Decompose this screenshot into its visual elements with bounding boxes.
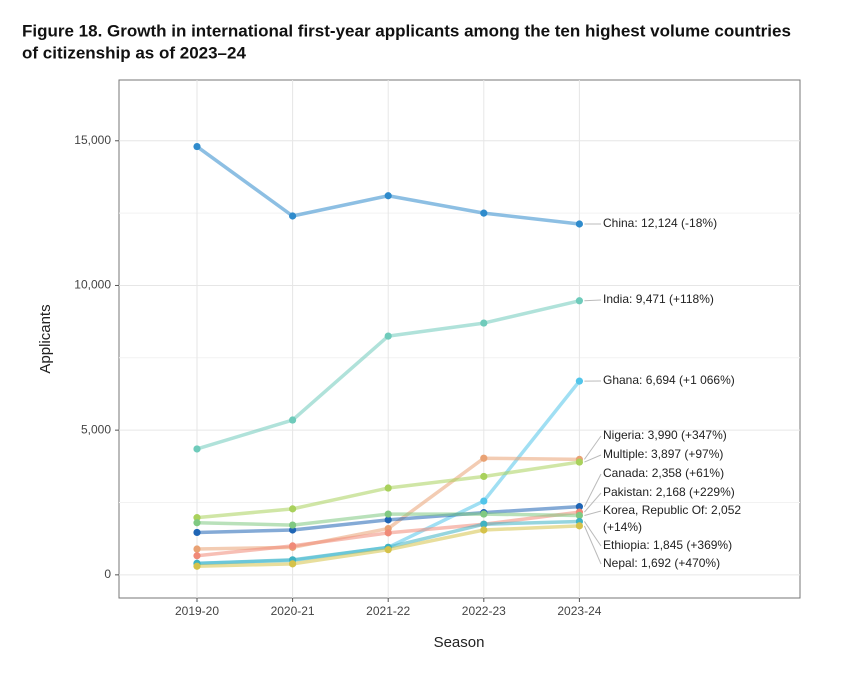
data-point xyxy=(289,521,296,528)
data-point xyxy=(480,455,487,462)
data-point xyxy=(289,542,296,549)
data-point xyxy=(480,319,487,326)
x-tick-label: 2023-24 xyxy=(557,604,601,618)
data-point xyxy=(289,560,296,567)
data-point xyxy=(576,220,583,227)
y-tick-label: 5,000 xyxy=(81,422,111,436)
x-tick-label: 2022-23 xyxy=(462,604,506,618)
data-point xyxy=(193,445,200,452)
series-label: Korea, Republic Of: 2,052 xyxy=(603,503,741,517)
series-label: Multiple: 3,897 (+97%) xyxy=(603,447,723,461)
data-point xyxy=(385,333,392,340)
series-label: Canada: 2,358 (+61%) xyxy=(603,466,724,480)
y-tick-label: 10,000 xyxy=(74,278,111,292)
x-tick-label: 2019-20 xyxy=(175,604,219,618)
series-label: Ethiopia: 1,845 (+369%) xyxy=(603,538,732,552)
data-point xyxy=(289,212,296,219)
data-point xyxy=(576,297,583,304)
data-point xyxy=(193,143,200,150)
data-point xyxy=(480,210,487,217)
x-axis-title: Season xyxy=(434,634,485,651)
x-tick-label: 2020-21 xyxy=(271,604,315,618)
data-point xyxy=(576,378,583,385)
data-point xyxy=(193,563,200,570)
series-label: Nigeria: 3,990 (+347%) xyxy=(603,428,727,442)
y-tick-label: 15,000 xyxy=(74,133,111,147)
series-label: Ghana: 6,694 (+1 066%) xyxy=(603,373,735,387)
y-tick-label: 0 xyxy=(104,567,111,581)
data-point xyxy=(385,484,392,491)
series-label: China: 12,124 (-18%) xyxy=(603,216,717,230)
data-point xyxy=(576,522,583,529)
x-tick-label: 2021-22 xyxy=(366,604,410,618)
series-label: (+14%) xyxy=(603,520,642,534)
data-point xyxy=(385,510,392,517)
series-label: India: 9,471 (+118%) xyxy=(603,292,714,306)
data-point xyxy=(385,529,392,536)
data-point xyxy=(385,546,392,553)
data-point xyxy=(480,497,487,504)
chart-title: Figure 18. Growth in international first… xyxy=(22,21,791,40)
data-point xyxy=(193,552,200,559)
data-point xyxy=(193,519,200,526)
data-point xyxy=(289,416,296,423)
data-point xyxy=(385,192,392,199)
data-point xyxy=(480,510,487,517)
data-point xyxy=(576,458,583,465)
data-point xyxy=(480,526,487,533)
plot-panel xyxy=(119,80,800,598)
data-point xyxy=(289,505,296,512)
y-axis-title: Applicants xyxy=(37,304,54,373)
series-label: Nepal: 1,692 (+470%) xyxy=(603,556,720,570)
chart-title: of citizenship as of 2023–24 xyxy=(22,43,246,62)
data-point xyxy=(193,529,200,536)
data-point xyxy=(480,473,487,480)
series-label: Pakistan: 2,168 (+229%) xyxy=(603,485,735,499)
data-point xyxy=(193,545,200,552)
